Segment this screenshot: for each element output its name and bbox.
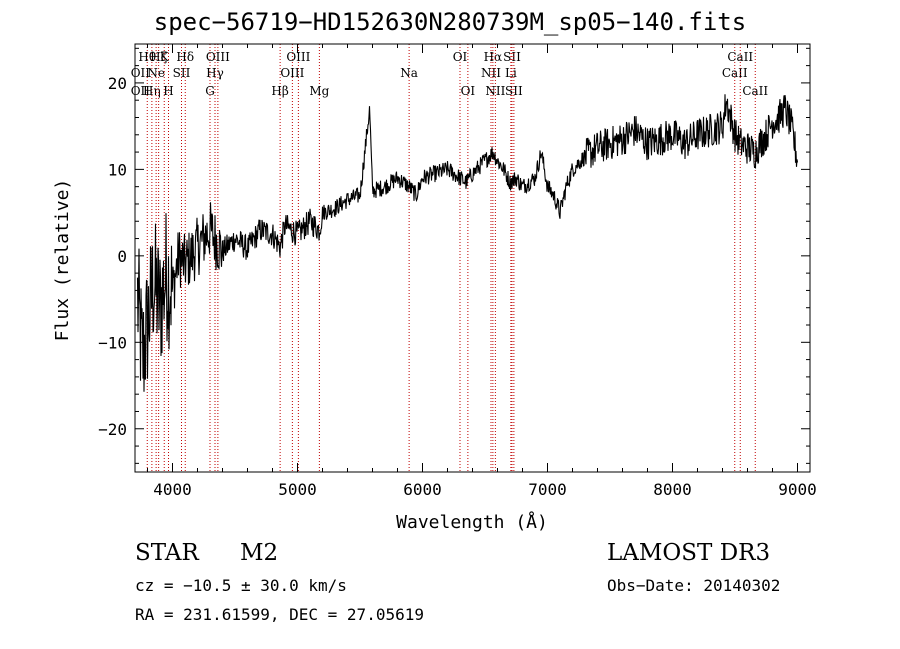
redshift-text: cz = −10.5 ± 30.0 km/s [135, 576, 347, 595]
object-class: STAR [135, 540, 199, 566]
line-marker-label: NII [481, 66, 501, 80]
line-marker-label: Hγ [206, 66, 224, 80]
y-axis-label: Flux (relative) [52, 179, 73, 342]
y-tick-label: −10 [98, 333, 127, 352]
line-marker-label: SII [503, 50, 521, 64]
y-tick-label: 10 [108, 160, 127, 179]
x-tick-label: 9000 [778, 480, 817, 499]
line-marker-label: CaII [722, 66, 748, 80]
y-tick-label: −20 [98, 420, 127, 439]
line-marker-label: CaII [742, 84, 768, 98]
y-tick-label: 20 [108, 74, 127, 93]
x-tick-label: 6000 [403, 480, 442, 499]
line-marker-label: Hβ [271, 84, 288, 98]
line-marker-label: Hδ [176, 50, 194, 64]
x-tick-label: 7000 [528, 480, 567, 499]
line-marker-label: OII [131, 84, 151, 98]
line-marker-label: Hη [143, 84, 161, 98]
line-marker-label: NII [485, 84, 505, 98]
line-marker-label: Na [400, 66, 418, 80]
line-marker-label: OI [453, 50, 468, 64]
survey-name: LAMOST DR3 [607, 540, 771, 566]
line-marker-label: Ne [147, 66, 165, 80]
line-marker-label: Mg [309, 84, 329, 98]
y-tick-label: 0 [117, 247, 127, 266]
object-subclass: M2 [240, 540, 279, 566]
line-marker-label: OIII [206, 50, 230, 64]
x-tick-label: 4000 [153, 480, 192, 499]
line-marker-label: H [163, 84, 173, 98]
line-marker-label: OI [461, 84, 476, 98]
line-marker-label: OIII [280, 66, 304, 80]
line-marker-label: Hα [484, 50, 503, 64]
plot-frame [134, 43, 811, 473]
x-tick-label: 8000 [653, 480, 692, 499]
obs-date-text: Obs−Date: 20140302 [607, 576, 781, 595]
spectrum-line [136, 94, 799, 392]
line-marker-label: SII [173, 66, 191, 80]
line-marker-label: G [205, 84, 215, 98]
line-marker-label: OIII [286, 50, 310, 64]
coordinates-text: RA = 231.61599, DEC = 27.05619 [135, 605, 424, 624]
line-marker-label: Hζ [150, 50, 167, 64]
x-axis-label: Wavelength (Å) [396, 511, 548, 533]
line-marker-label: Li [505, 66, 517, 80]
x-tick-label: 5000 [278, 480, 317, 499]
line-marker-label: K [160, 50, 170, 64]
line-marker-label: OII [131, 66, 151, 80]
line-marker-label: SII [505, 84, 523, 98]
line-marker-label: CaII [727, 50, 753, 64]
chart-title: spec−56719−HD152630N280739M_sp05−140.fit… [153, 8, 747, 36]
